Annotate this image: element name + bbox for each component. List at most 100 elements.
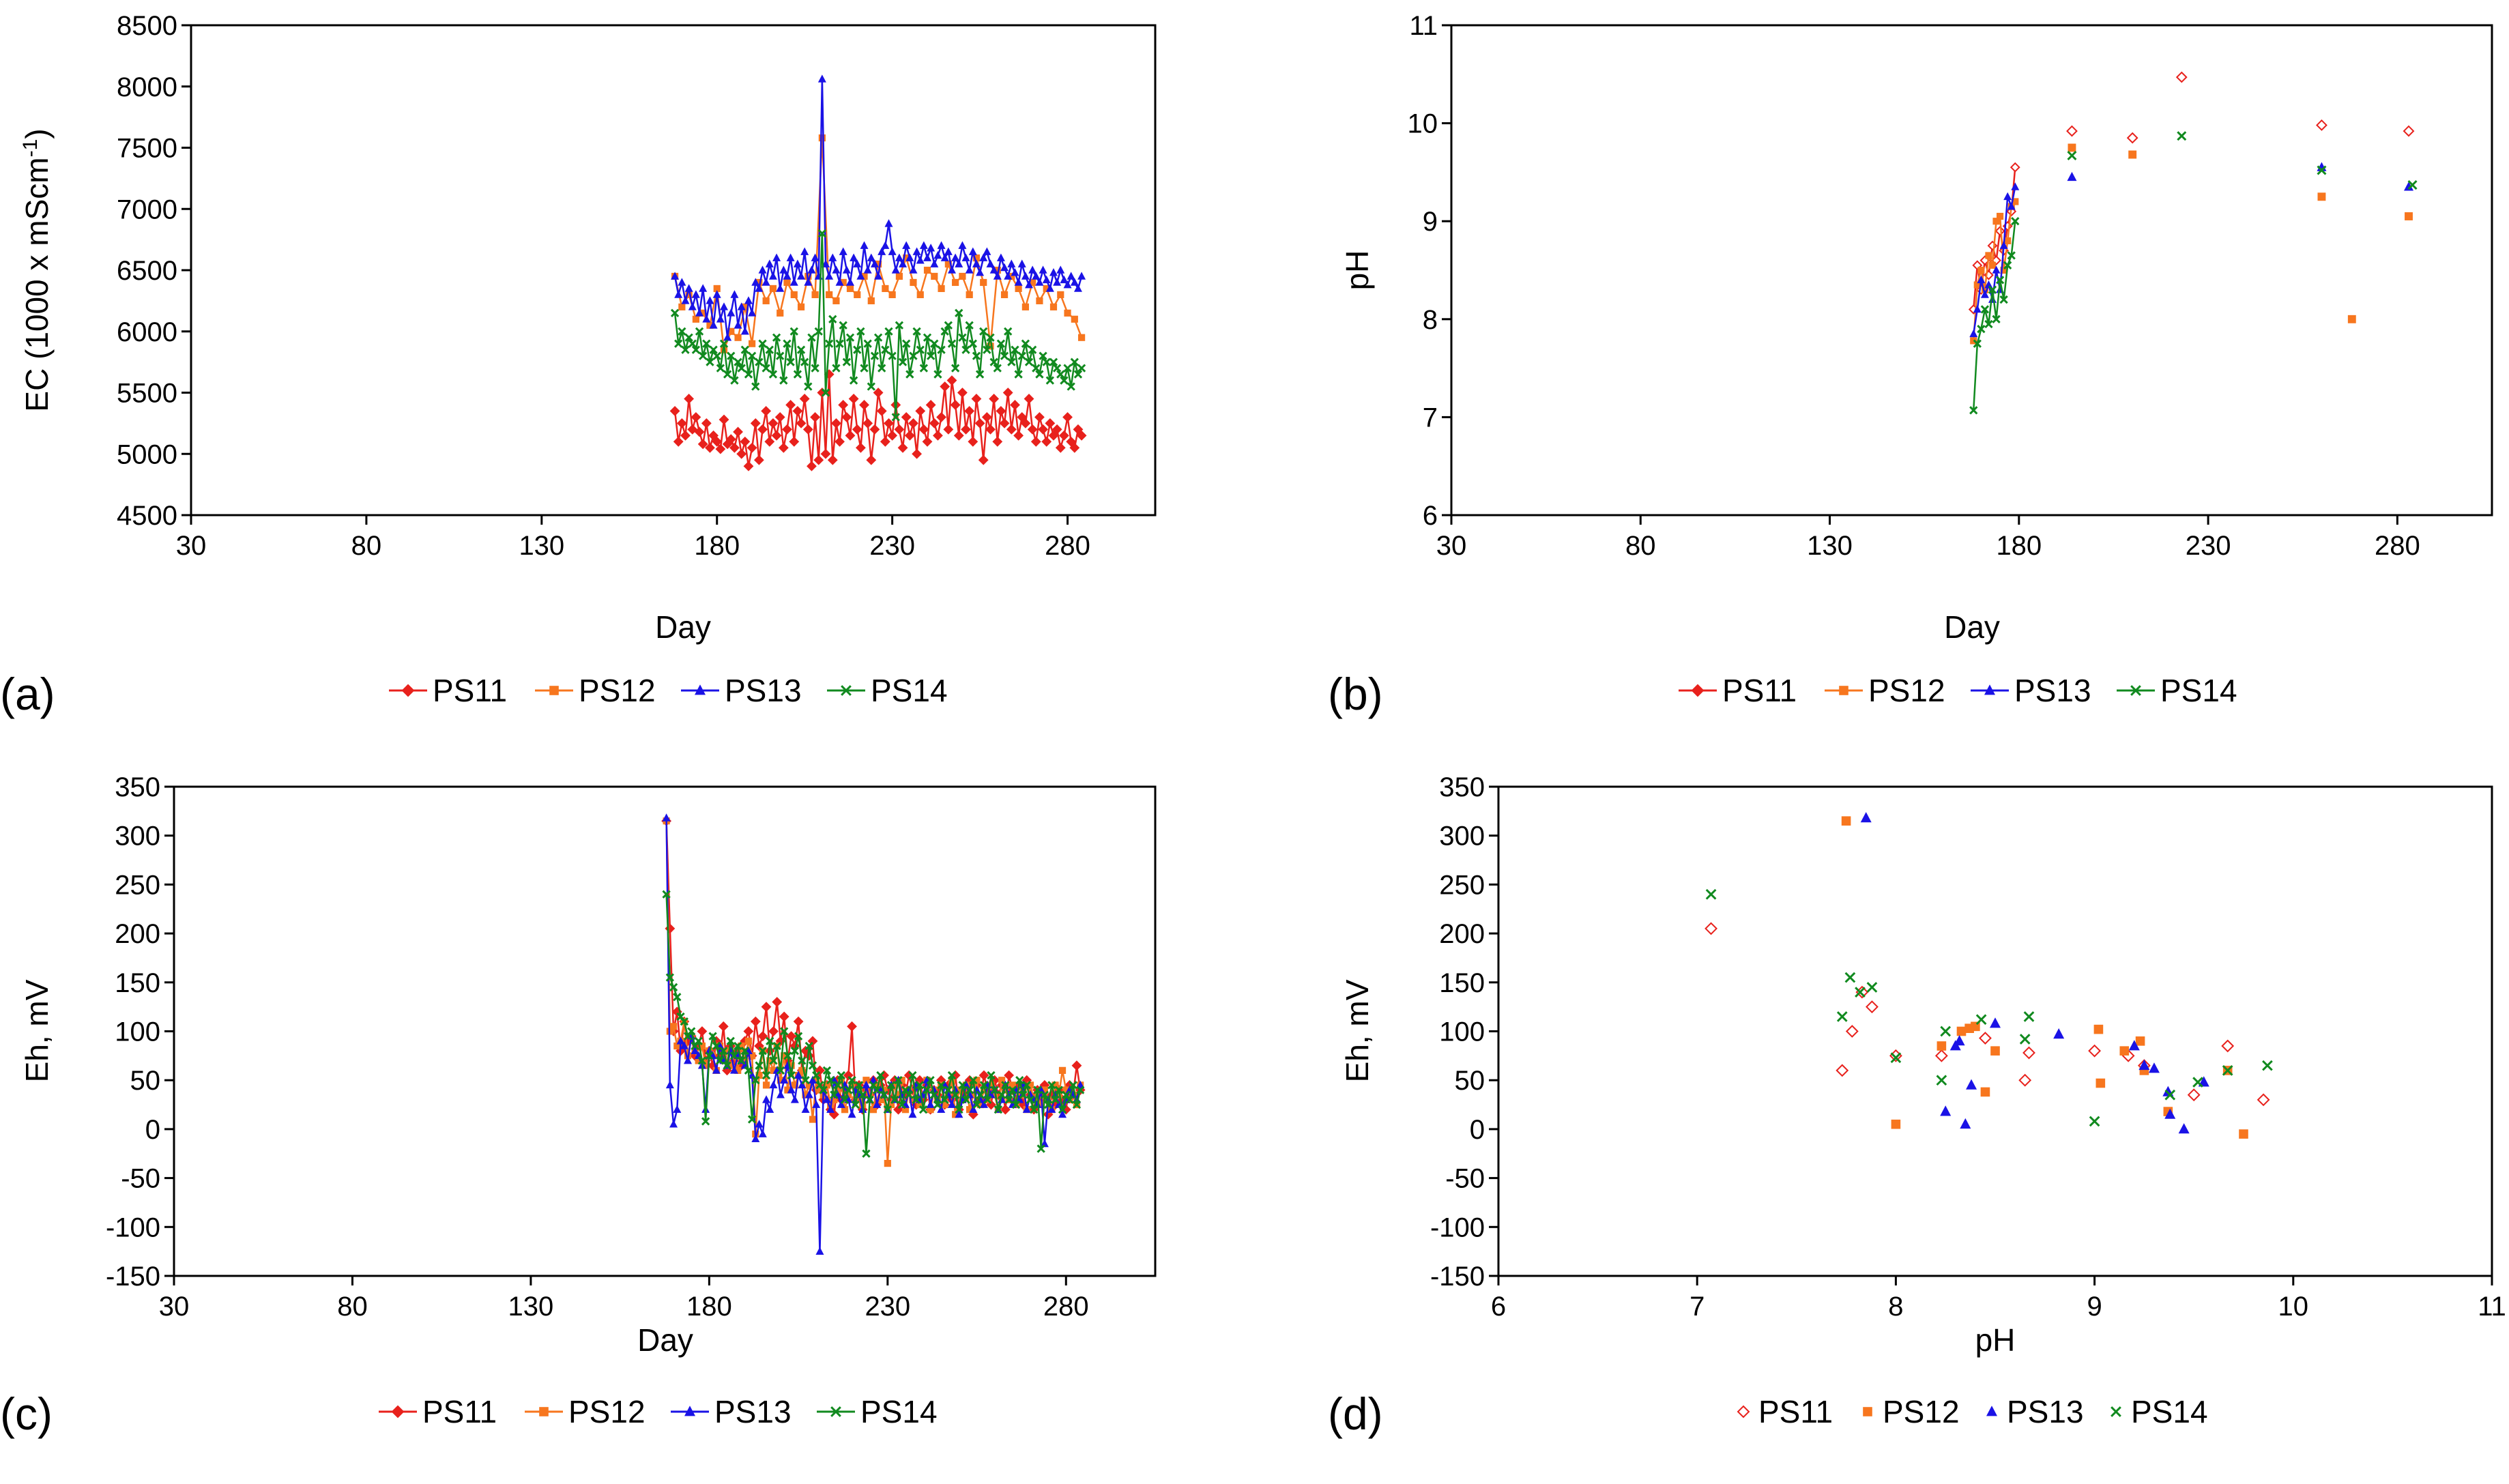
data-point-ps14 xyxy=(768,370,778,379)
data-point-ps11 xyxy=(1071,1060,1082,1071)
y-tick-label: -100 xyxy=(1430,1212,1485,1242)
data-point-ps13 xyxy=(858,1105,867,1114)
data-point-ps12 xyxy=(966,291,973,298)
data-point-ps14 xyxy=(734,1041,742,1051)
data-point-ps14 xyxy=(972,1100,981,1109)
x-tick-label: 230 xyxy=(2186,531,2231,561)
data-point-ps13 xyxy=(908,1109,917,1118)
data-point-ps12 xyxy=(2093,1024,2104,1034)
data-point-ps11 xyxy=(901,411,912,422)
data-point-ps13 xyxy=(1954,1035,1965,1046)
data-point-ps14 xyxy=(798,1056,807,1065)
data-point-ps13 xyxy=(947,1100,956,1108)
data-point-ps13 xyxy=(1022,1105,1031,1114)
data-point-ps14 xyxy=(776,1066,785,1075)
panel-c: 30 80 130 180 230 280 -150 -100 -50 0 50 100 150 200 2… xyxy=(0,772,1157,1439)
data-point-ps13 xyxy=(989,265,998,274)
data-point-ps14 xyxy=(1058,1105,1067,1114)
legend-item-ps12: PS12 xyxy=(525,1394,646,1429)
data-point-ps12 xyxy=(2135,1036,2145,1046)
data-point-ps14 xyxy=(804,1041,813,1051)
y-tick-label: 250 xyxy=(115,870,160,900)
data-point-ps14 xyxy=(712,1041,721,1051)
y-axis-label-c: Eh, mV xyxy=(19,979,55,1082)
data-point-ps14 xyxy=(1866,982,1878,993)
x-tick-label: 230 xyxy=(869,531,915,561)
data-point-ps12 xyxy=(839,278,847,287)
data-point-ps14 xyxy=(1026,1095,1035,1105)
data-point-ps13 xyxy=(789,278,798,286)
data-point-ps11 xyxy=(1889,1049,1902,1062)
data-point-ps12 xyxy=(869,1106,878,1114)
data-point-ps14 xyxy=(702,339,711,348)
data-point-ps12 xyxy=(987,343,994,350)
data-point-ps12 xyxy=(811,291,819,298)
data-point-ps14 xyxy=(673,993,682,1002)
y-tick-label: 350 xyxy=(1439,772,1485,802)
data-point-ps13 xyxy=(662,813,671,821)
legend-label-ps12: PS12 xyxy=(568,1394,646,1429)
data-point-ps11 xyxy=(862,418,873,428)
data-point-ps13 xyxy=(1042,275,1051,284)
legend-label-ps14: PS14 xyxy=(860,1394,938,1429)
data-point-ps11 xyxy=(820,448,831,459)
data-point-ps13 xyxy=(1860,812,1872,823)
data-point-ps11 xyxy=(1836,1064,1849,1077)
x-tick-label: 230 xyxy=(865,1292,910,1322)
data-point-ps12 xyxy=(948,1077,956,1084)
data-point-ps11 xyxy=(2187,1088,2201,1102)
data-point-ps12 xyxy=(669,1023,678,1030)
data-point-ps14 xyxy=(783,1051,792,1060)
data-point-ps13 xyxy=(674,290,683,298)
data-point-ps11 xyxy=(1987,240,1998,251)
series-ps12 xyxy=(671,134,1086,353)
data-point-ps13 xyxy=(786,253,795,261)
data-point-ps14 xyxy=(961,345,970,354)
data-point-ps13 xyxy=(873,1100,882,1108)
data-point-ps11 xyxy=(712,436,723,447)
data-point-ps14 xyxy=(772,1041,781,1051)
data-point-ps11 xyxy=(884,418,894,428)
data-point-ps14 xyxy=(726,1036,735,1046)
data-point-ps12 xyxy=(1036,297,1043,304)
data-point-ps13 xyxy=(1058,1109,1067,1118)
data-point-ps11 xyxy=(813,454,824,465)
data-point-ps13 xyxy=(826,1105,835,1114)
data-point-ps13 xyxy=(1017,259,1026,267)
data-point-ps13 xyxy=(870,259,879,267)
data-point-ps11 xyxy=(855,442,866,453)
y-tick-label: 7000 xyxy=(117,194,177,224)
data-point-ps14 xyxy=(993,364,1002,373)
data-point-ps13 xyxy=(1028,265,1037,274)
data-point-ps14 xyxy=(691,345,701,354)
data-point-ps14 xyxy=(1022,1081,1031,1090)
data-point-ps11 xyxy=(785,400,796,410)
legend-label-ps13: PS13 xyxy=(725,673,802,708)
legend-item-ps13: PS13 xyxy=(1986,1394,2084,1429)
legend-item-ps14: PS14 xyxy=(2117,673,2237,708)
legend-marker-ps14 xyxy=(2130,685,2141,696)
data-point-ps14 xyxy=(1030,1105,1039,1114)
data-point-ps14 xyxy=(976,1090,985,1099)
data-point-ps14 xyxy=(915,1081,925,1090)
data-point-ps11 xyxy=(715,443,726,454)
data-point-ps14 xyxy=(2317,165,2327,175)
data-point-ps14 xyxy=(694,1036,703,1046)
y-tick-label: 10 xyxy=(1408,109,1438,139)
data-point-ps13 xyxy=(737,302,746,310)
data-point-ps13 xyxy=(740,1061,749,1069)
data-point-ps13 xyxy=(1077,272,1086,280)
data-point-ps13 xyxy=(929,1085,938,1094)
data-point-ps13 xyxy=(895,253,903,261)
legend-label-ps12: PS12 xyxy=(579,673,656,708)
data-point-ps14 xyxy=(849,376,858,385)
data-point-ps13 xyxy=(961,253,970,261)
data-point-ps12 xyxy=(1980,1087,1990,1097)
data-point-ps14 xyxy=(1063,364,1072,373)
data-point-ps13 xyxy=(955,259,963,267)
data-point-ps13 xyxy=(671,272,680,280)
legend-marker-ps13 xyxy=(1984,684,1995,695)
data-point-ps14 xyxy=(786,358,795,366)
data-point-ps12 xyxy=(1988,261,1997,269)
data-point-ps12 xyxy=(866,1091,873,1099)
